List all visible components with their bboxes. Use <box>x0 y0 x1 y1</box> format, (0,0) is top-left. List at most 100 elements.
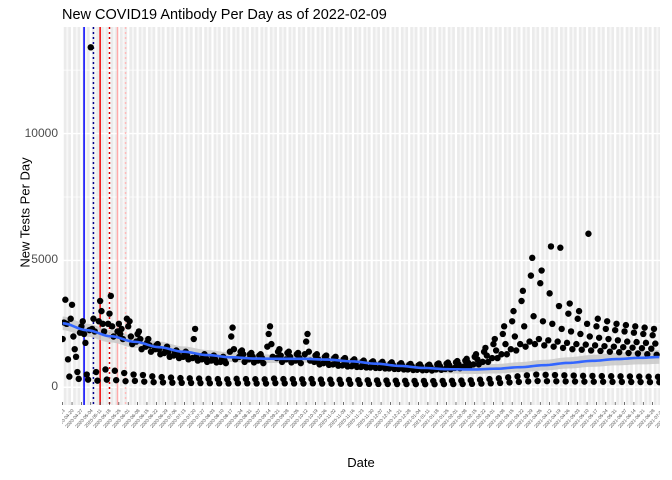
data-point <box>206 379 214 387</box>
data-point <box>337 380 345 387</box>
data-point <box>577 330 584 338</box>
data-point <box>586 333 593 340</box>
data-point <box>190 335 197 343</box>
data-point <box>92 368 100 376</box>
data-point <box>551 371 559 379</box>
data-point <box>522 343 529 350</box>
x-axis-tick-labels: 2020-04-13 2020-04-20 2020-04-27 2020-05-04… <box>62 406 660 452</box>
y-axis-tick-labels: 0 5000 10000 <box>0 0 58 480</box>
data-point <box>617 373 624 380</box>
data-point <box>611 326 619 334</box>
data-point <box>67 315 74 322</box>
data-point <box>72 353 80 360</box>
data-point <box>281 380 288 387</box>
data-point <box>652 340 659 347</box>
data-point <box>150 378 157 386</box>
data-point <box>517 340 524 348</box>
data-point <box>328 380 335 387</box>
data-point <box>79 318 86 325</box>
data-point <box>90 315 97 322</box>
data-point <box>500 323 508 330</box>
data-point <box>553 378 560 385</box>
data-point <box>649 332 656 339</box>
data-point <box>422 381 429 388</box>
data-point <box>566 300 573 307</box>
data-point <box>621 328 628 335</box>
data-point <box>112 376 120 384</box>
data-point <box>602 325 610 333</box>
data-point <box>616 349 623 356</box>
data-point <box>240 351 247 358</box>
data-point <box>491 335 498 343</box>
data-point <box>490 340 497 348</box>
data-point <box>141 378 148 385</box>
data-point <box>574 315 581 322</box>
data-point <box>98 307 105 315</box>
data-point <box>626 373 634 380</box>
data-point <box>581 378 588 385</box>
data-point <box>496 379 504 387</box>
data-point <box>474 356 481 363</box>
data-point <box>527 272 535 279</box>
data-point <box>521 323 528 330</box>
data-point <box>319 380 326 387</box>
data-point <box>265 330 272 338</box>
data-point <box>116 330 124 338</box>
data-point <box>601 342 608 350</box>
plot-panel <box>62 27 660 405</box>
data-point <box>650 325 658 333</box>
data-point <box>384 380 391 388</box>
data-point <box>74 368 81 376</box>
data-point <box>593 323 600 330</box>
chart-title: New COVID19 Antibody Per Day as of 2022-… <box>62 7 387 23</box>
data-point <box>525 378 532 385</box>
data-point <box>629 344 636 351</box>
data-point <box>555 302 563 310</box>
data-point <box>494 354 501 362</box>
data-point <box>636 373 643 380</box>
data-point <box>550 343 557 350</box>
data-point <box>440 380 448 388</box>
data-point <box>583 320 591 328</box>
data-point <box>654 373 660 381</box>
data-point <box>514 373 521 380</box>
data-point <box>135 328 143 335</box>
data-point <box>87 44 94 51</box>
data-point <box>460 363 468 370</box>
data-point <box>149 373 156 380</box>
data-point <box>484 358 492 366</box>
data-point <box>541 342 548 349</box>
data-point <box>642 339 650 347</box>
data-point <box>594 315 601 322</box>
data-point <box>614 337 622 344</box>
data-point <box>482 344 489 352</box>
data-point <box>228 333 235 340</box>
data-point <box>285 348 292 355</box>
data-point <box>130 371 137 378</box>
data-point <box>559 344 567 352</box>
data-point <box>558 325 565 333</box>
data-point <box>645 373 652 380</box>
data-point <box>302 338 310 345</box>
data-point <box>595 334 603 341</box>
data-point <box>502 340 509 348</box>
data-point <box>578 346 585 353</box>
data-point <box>512 347 520 354</box>
data-point <box>646 378 654 386</box>
data-point <box>518 297 525 305</box>
data-point <box>554 338 561 345</box>
data-point <box>197 379 204 387</box>
data-point <box>111 367 119 374</box>
data-point <box>62 335 66 343</box>
data-point <box>99 320 106 328</box>
data-point <box>159 379 167 386</box>
data-point <box>570 372 577 379</box>
data-point <box>488 354 496 362</box>
plot-canvas <box>62 27 660 405</box>
data-point <box>622 321 630 329</box>
data-point <box>127 333 135 340</box>
data-point <box>498 351 505 358</box>
data-point <box>82 339 89 347</box>
data-point <box>632 323 639 330</box>
data-point <box>515 378 523 386</box>
